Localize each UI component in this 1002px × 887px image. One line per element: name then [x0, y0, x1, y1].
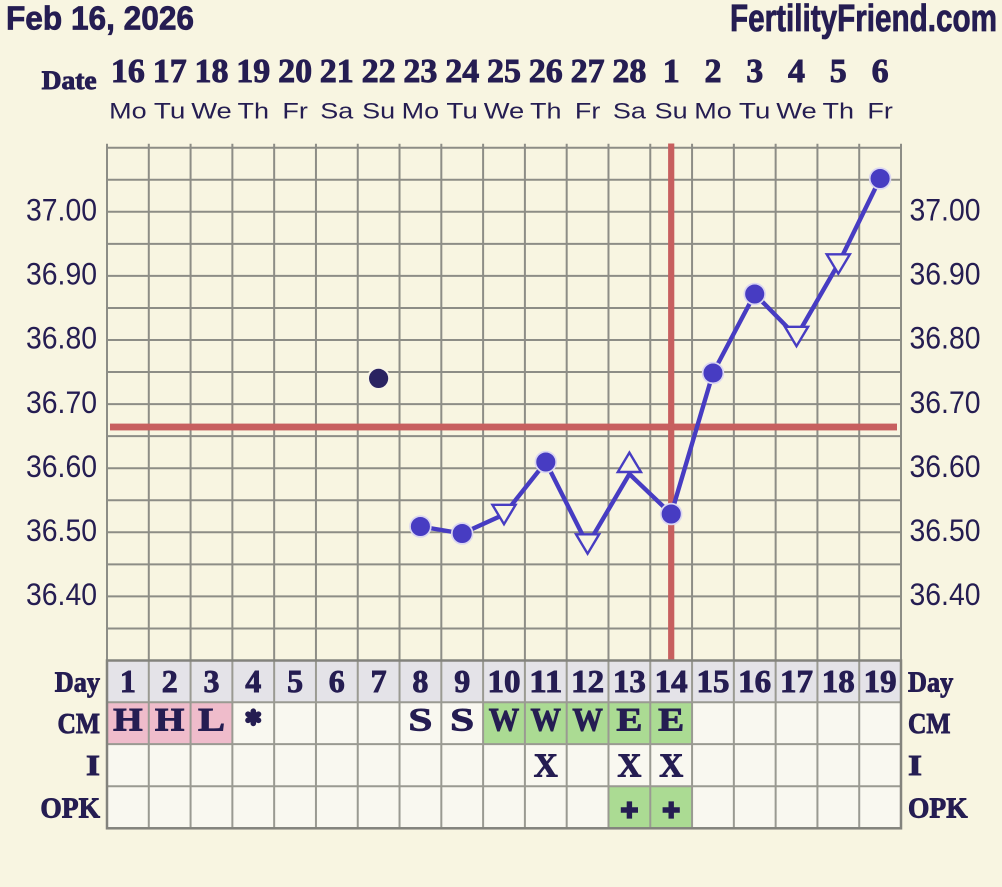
svg-text:We: We [776, 99, 817, 124]
svg-text:Su: Su [655, 99, 688, 124]
svg-text:9: 9 [454, 663, 470, 699]
svg-text:23: 23 [403, 53, 437, 90]
svg-text:Fr: Fr [282, 99, 308, 124]
svg-text:18: 18 [195, 53, 229, 90]
svg-text:Date: Date [42, 65, 97, 95]
svg-text:Th: Th [530, 99, 562, 124]
svg-text:21: 21 [320, 53, 354, 90]
svg-text:CM: CM [908, 708, 951, 740]
svg-text:X: X [617, 747, 641, 784]
svg-text:36.80: 36.80 [26, 320, 97, 356]
svg-text:17: 17 [780, 663, 813, 699]
svg-text:16: 16 [738, 663, 771, 699]
svg-text:X: X [534, 747, 558, 784]
svg-text:I: I [86, 750, 100, 782]
svg-text:36.70: 36.70 [910, 384, 981, 420]
svg-text:7: 7 [371, 663, 387, 699]
svg-text:22: 22 [362, 53, 396, 90]
svg-text:H: H [113, 702, 143, 738]
svg-text:17: 17 [153, 53, 187, 90]
svg-text:W: W [572, 702, 603, 738]
svg-text:6: 6 [329, 663, 345, 699]
svg-text:Mo: Mo [402, 99, 440, 124]
svg-text:3: 3 [204, 663, 220, 699]
svg-text:24: 24 [445, 53, 479, 90]
svg-text:We: We [484, 99, 525, 124]
svg-text:E: E [658, 702, 684, 738]
svg-text:S: S [408, 702, 432, 738]
svg-text:8: 8 [412, 663, 428, 699]
svg-text:25: 25 [487, 53, 521, 90]
svg-text:28: 28 [612, 53, 646, 90]
svg-text:10: 10 [488, 663, 521, 699]
svg-text:OPK: OPK [40, 792, 100, 824]
svg-text:26: 26 [529, 53, 563, 90]
svg-text:Su: Su [362, 99, 395, 124]
svg-text:S: S [450, 702, 474, 738]
svg-text:11: 11 [529, 663, 562, 699]
svg-text:We: We [191, 99, 232, 124]
svg-text:H: H [155, 702, 185, 738]
svg-text:E: E [616, 702, 642, 738]
svg-text:36.60: 36.60 [910, 448, 981, 484]
svg-text:13: 13 [613, 663, 646, 699]
svg-text:16: 16 [111, 53, 145, 90]
svg-text:19: 19 [236, 53, 270, 90]
svg-text:Day: Day [908, 666, 954, 698]
svg-text:OPK: OPK [908, 792, 968, 824]
svg-text:4: 4 [245, 663, 261, 699]
svg-text:5: 5 [830, 53, 847, 90]
svg-text:12: 12 [571, 663, 604, 699]
svg-text:36.40: 36.40 [910, 576, 981, 612]
svg-text:27: 27 [571, 53, 605, 90]
svg-text:Day: Day [55, 666, 101, 698]
svg-text:36.70: 36.70 [26, 384, 97, 420]
svg-text:I: I [908, 750, 922, 782]
svg-text:1: 1 [663, 53, 680, 90]
svg-text:X: X [659, 747, 683, 784]
svg-text:36.60: 36.60 [26, 448, 97, 484]
svg-text:19: 19 [864, 663, 897, 699]
svg-text:5: 5 [287, 663, 303, 699]
svg-text:36.50: 36.50 [910, 512, 981, 548]
svg-text:15: 15 [697, 663, 730, 699]
svg-text:2: 2 [162, 663, 178, 699]
svg-text:36.90: 36.90 [910, 256, 981, 292]
svg-text:Mo: Mo [109, 99, 147, 124]
svg-text:Sa: Sa [320, 99, 354, 124]
svg-text:4: 4 [788, 53, 805, 90]
svg-text:Th: Th [238, 99, 270, 124]
svg-text:36.50: 36.50 [26, 512, 97, 548]
svg-text:Feb 16, 2026: Feb 16, 2026 [6, 1, 194, 38]
svg-text:1: 1 [120, 663, 136, 699]
svg-text:37.00: 37.00 [910, 192, 981, 228]
svg-text:Mo: Mo [694, 99, 732, 124]
svg-text:Th: Th [823, 99, 855, 124]
svg-text:Fr: Fr [867, 99, 893, 124]
svg-text:14: 14 [655, 663, 688, 699]
svg-text:Fr: Fr [575, 99, 601, 124]
svg-text:Tu: Tu [446, 99, 478, 124]
svg-text:Tu: Tu [154, 99, 186, 124]
svg-text:18: 18 [822, 663, 855, 699]
svg-text:FertilityFriend.com: FertilityFriend.com [730, 0, 997, 40]
svg-text:2: 2 [705, 53, 722, 90]
svg-text:CM: CM [58, 708, 101, 740]
svg-text:20: 20 [278, 53, 312, 90]
svg-text:37.00: 37.00 [26, 192, 97, 228]
svg-text:36.80: 36.80 [910, 320, 981, 356]
svg-text:Sa: Sa [613, 99, 647, 124]
svg-text:W: W [489, 702, 520, 738]
svg-text:Tu: Tu [739, 99, 771, 124]
svg-text:36.40: 36.40 [26, 576, 97, 612]
svg-text:6: 6 [872, 53, 889, 90]
svg-text:36.90: 36.90 [26, 256, 97, 292]
svg-text:3: 3 [746, 53, 763, 90]
svg-text:L: L [198, 702, 225, 738]
svg-text:W: W [531, 702, 562, 738]
